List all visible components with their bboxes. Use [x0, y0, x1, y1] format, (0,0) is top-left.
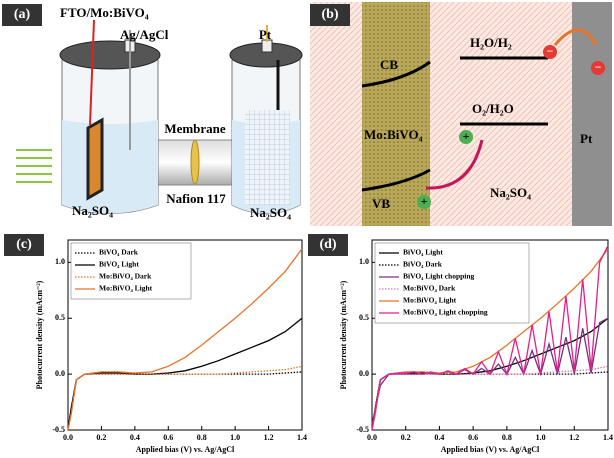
x-tick-label: 1.0	[230, 433, 240, 442]
hole: +	[463, 129, 470, 143]
arrow	[553, 28, 598, 46]
panel-label-box	[4, 234, 44, 256]
label: Na₂SO₄	[490, 185, 531, 200]
y-tick-label: -0.5	[356, 425, 369, 434]
vb-edge	[361, 168, 431, 192]
x-axis-label: Applied bias (V) vs. Ag/AgCl	[136, 445, 235, 454]
photoanode	[86, 117, 104, 201]
label: H₂O/H₂	[470, 35, 512, 50]
series-line	[371, 365, 609, 431]
series-line	[67, 248, 303, 431]
y-axis-label: Photocurrent density (mAcm⁻²)	[339, 280, 348, 389]
label: Nafion 117	[166, 191, 226, 206]
panel-b: + + − − (b) CB VB Mo:BiVO₄ H₂O/H₂ O₂/H₂O…	[310, 2, 612, 226]
hole-symbol	[417, 195, 431, 209]
x-tick-label: 0.8	[197, 433, 207, 442]
label: Pt	[259, 27, 272, 42]
legend-label: BiVO₄ Light chopping	[403, 272, 475, 281]
y-tick-label: 0.0	[359, 369, 369, 378]
y-tick-label: 0.0	[55, 369, 65, 378]
plot-frame	[371, 239, 609, 431]
series-line	[371, 245, 609, 431]
panel-a: (a) FTO/Mo:BiVO₄ Ag/AgCl Pt Membrane Naf…	[2, 4, 303, 220]
x-tick-label: 1.0	[536, 433, 546, 442]
x-tick-label: 1.2	[264, 433, 274, 442]
panel-label: (c)	[16, 237, 32, 252]
membrane	[190, 139, 200, 185]
label: Ag/AgCl	[120, 27, 169, 42]
legend-box	[70, 242, 192, 300]
x-tick-label: 1.4	[297, 433, 307, 442]
x-tick-label: 1.2	[569, 433, 579, 442]
y-tick-label: 0.5	[359, 313, 369, 322]
x-tick-label: 0.0	[63, 433, 73, 442]
cap-left	[59, 40, 161, 70]
legend-label: Mo:BiVO₄ Dark	[99, 272, 152, 281]
y-tick-label: 1.0	[55, 257, 65, 266]
pt	[572, 2, 612, 226]
label: Na₂SO₄	[250, 205, 291, 220]
x-tick-label: 0.0	[367, 433, 377, 442]
cb-edge	[361, 60, 431, 88]
panel-label-box	[2, 4, 42, 26]
legend-label: Mo:BiVO₄ Light	[403, 296, 457, 305]
label: Na₂SO₄	[72, 203, 113, 218]
series-line	[371, 371, 609, 431]
electron-symbol	[591, 61, 605, 75]
hole-symbol	[459, 130, 473, 144]
label: VB	[372, 196, 390, 211]
x-tick-label: 1.4	[603, 433, 613, 442]
electron: −	[595, 60, 602, 74]
electron: −	[547, 44, 554, 58]
x-tick-label: 0.2	[96, 433, 106, 442]
x-tick-label: 0.2	[401, 433, 411, 442]
x-tick-label: 0.4	[130, 433, 140, 442]
hole: +	[421, 194, 428, 208]
x-tick-label: 0.6	[468, 433, 478, 442]
legend-label: BiVO₄ Light	[403, 248, 443, 257]
pt-mesh	[245, 110, 290, 205]
semiconductor	[362, 2, 430, 226]
x-axis-label: Applied bias (V) vs. Ag/AgCl	[441, 445, 540, 454]
label: O₂/H₂O	[472, 101, 514, 116]
plot-frame	[67, 239, 303, 431]
panel-label: (a)	[14, 7, 31, 22]
x-tick-label: 0.6	[163, 433, 173, 442]
electron-symbol	[543, 45, 557, 59]
label: Pt	[580, 131, 593, 146]
x-tick-label: 0.8	[502, 433, 512, 442]
series-line	[67, 365, 303, 431]
legend-label: BiVO₄ Dark	[403, 260, 443, 269]
y-tick-label: 0.5	[55, 313, 65, 322]
panel-label-box	[308, 234, 348, 256]
arrow	[425, 139, 484, 190]
legend-label: BiVO₄ Dark	[99, 248, 139, 257]
panel-label-box	[310, 4, 350, 26]
legend-label: Mo:BiVO₄ Light	[99, 284, 153, 293]
y-axis-label: Photocurrent density (mAcm⁻²)	[35, 280, 44, 389]
x-tick-label: 0.4	[434, 433, 444, 442]
y-tick-label: 1.0	[359, 257, 369, 266]
series-line	[67, 371, 303, 431]
panel-label: (b)	[321, 7, 338, 22]
panel-label: (d)	[319, 237, 336, 252]
y-tick-label: -0.5	[52, 425, 65, 434]
wire	[89, 19, 95, 126]
electrolyte-left	[62, 120, 158, 214]
legend-label: Mo:BiVO₄ Light chopping	[403, 308, 488, 317]
label: Membrane	[164, 121, 226, 136]
legend-label: Mo:BiVO₄ Dark	[403, 284, 456, 293]
legend-label: BiVO₄ Light	[99, 260, 139, 269]
label: CB	[380, 57, 398, 72]
legend-box	[374, 242, 530, 324]
light	[16, 149, 52, 183]
label: Mo:BiVO₄	[364, 127, 423, 142]
label: FTO/Mo:BiVO₄	[60, 5, 149, 20]
